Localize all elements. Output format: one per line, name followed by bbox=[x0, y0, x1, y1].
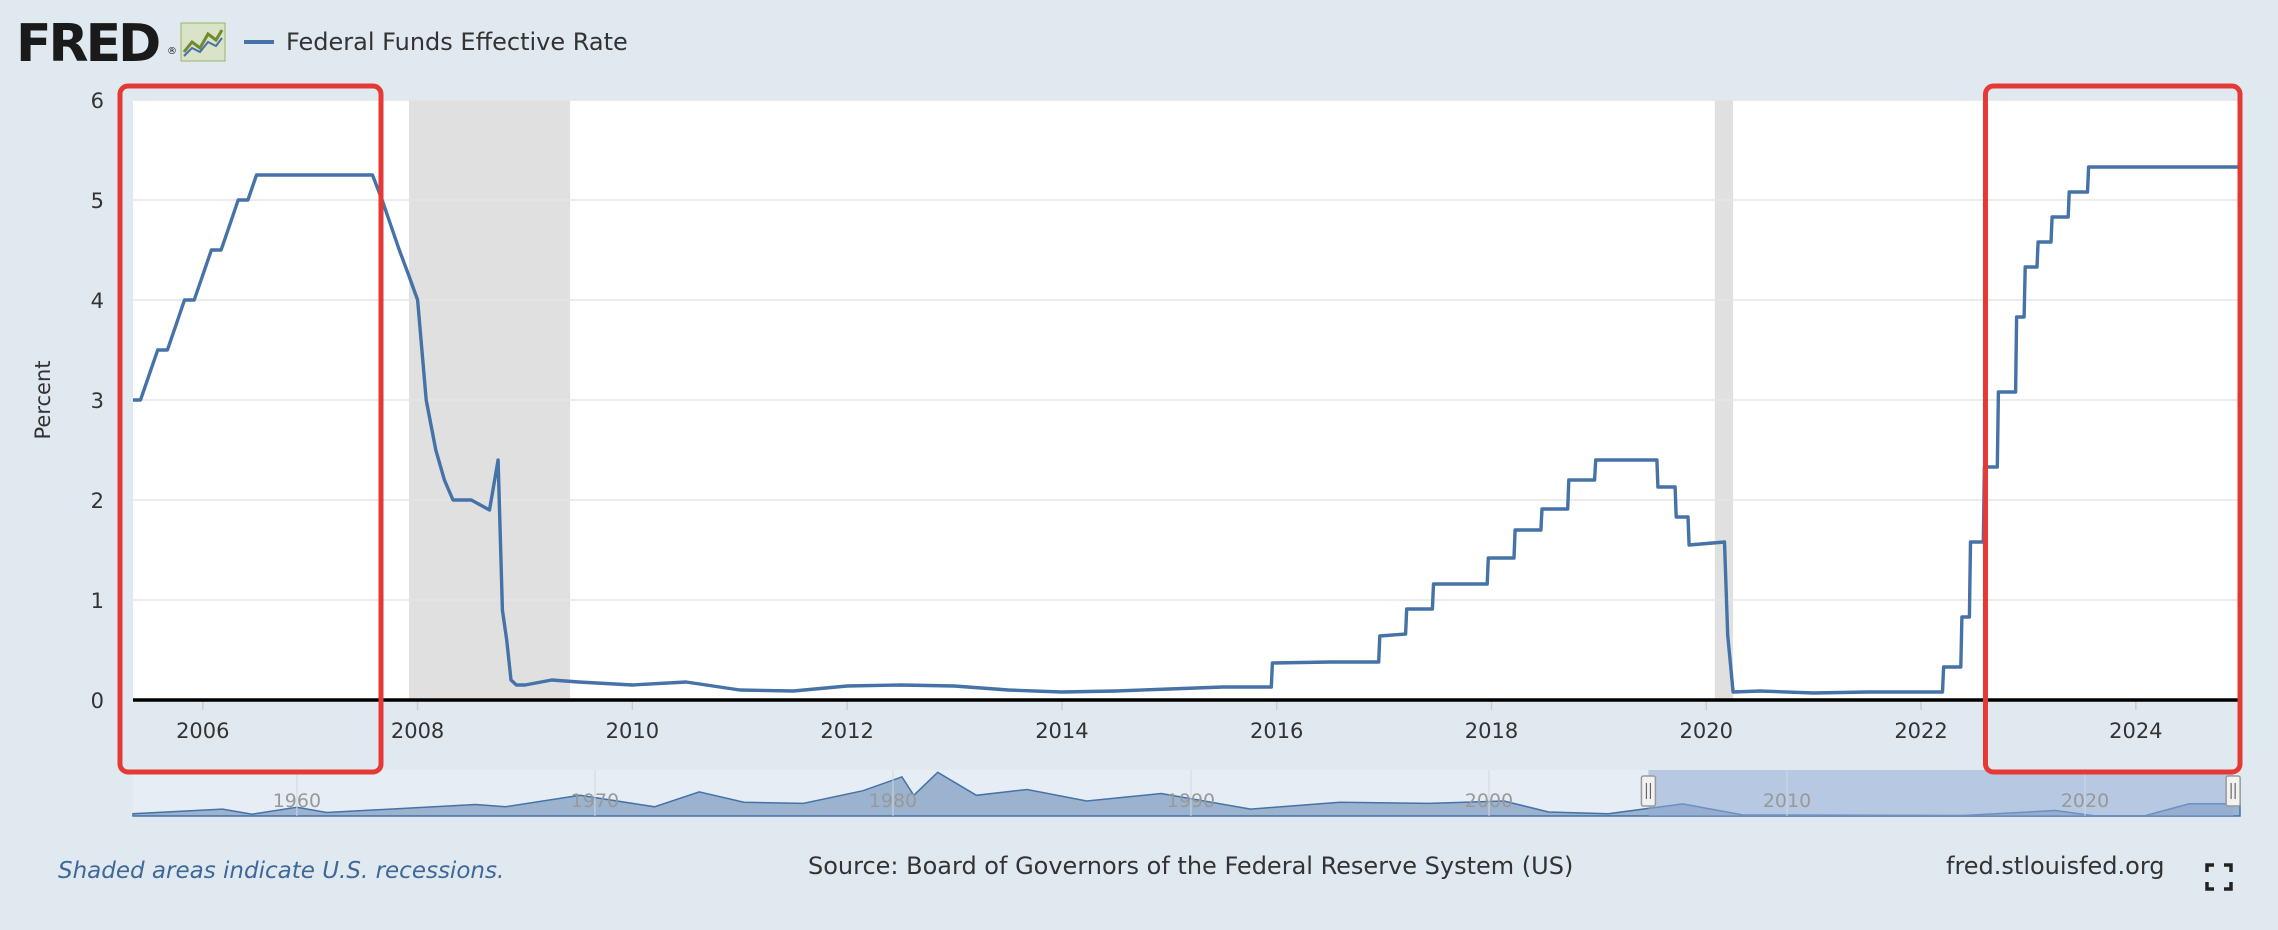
fred-logo-registered-mark: ® bbox=[167, 46, 177, 57]
highlight-box-1 bbox=[117, 83, 384, 775]
highlight-boxes bbox=[117, 83, 2243, 775]
x-tick-label-2010: 2010 bbox=[606, 719, 659, 743]
navigator-tick-label-1960: 1960 bbox=[273, 790, 321, 812]
navigator-selected-range[interactable] bbox=[1648, 770, 2234, 816]
highlight-box-2 bbox=[1982, 83, 2243, 775]
x-tick-label-2022: 2022 bbox=[1894, 719, 1947, 743]
x-tick-label-2014: 2014 bbox=[1035, 719, 1088, 743]
chart-header: FRED ® Federal Funds Effective Rate bbox=[0, 0, 2278, 80]
site-link[interactable]: fred.stlouisfed.org bbox=[1946, 852, 2165, 880]
gridlines bbox=[133, 99, 2240, 601]
fred-logo-graph-icon bbox=[180, 22, 226, 62]
navigator-tick-label-1970: 1970 bbox=[571, 790, 619, 812]
x-tick-label-2018: 2018 bbox=[1465, 719, 1518, 743]
navigator-tick-label-2020: 2020 bbox=[2061, 790, 2109, 812]
navigator-handle-grip[interactable] bbox=[1640, 775, 1657, 807]
legend[interactable]: Federal Funds Effective Rate bbox=[244, 24, 628, 60]
y-tick-label-4: 4 bbox=[91, 289, 104, 313]
y-tick-label-5: 5 bbox=[91, 189, 104, 213]
navigator-handle-left[interactable] bbox=[1640, 775, 1657, 807]
navigator-handle-right[interactable] bbox=[2225, 775, 2241, 807]
x-tick-label-2008: 2008 bbox=[391, 719, 444, 743]
x-tick-label-2020: 2020 bbox=[1680, 719, 1733, 743]
series-line-federal-funds-rate bbox=[133, 165, 2240, 695]
navigator-handle-grip[interactable] bbox=[2225, 775, 2241, 807]
x-tick-label-2012: 2012 bbox=[820, 719, 873, 743]
x-axis-ticks: 2006 2008 2010 2012 2014 2016 2018 2020 2022 2024 bbox=[176, 700, 2163, 743]
y-tick-label-2: 2 bbox=[91, 489, 104, 513]
range-navigator[interactable]: 1960 1970 1980 1990 2000 2010 2020 bbox=[132, 770, 2241, 817]
recession-note: Shaded areas indicate U.S. recessions. bbox=[58, 858, 505, 884]
y-tick-label-1: 1 bbox=[91, 589, 104, 613]
y-axis-label: Percent bbox=[31, 360, 55, 439]
source-text: Source: Board of Governors of the Federa… bbox=[808, 852, 1574, 880]
x-tick-label-2024: 2024 bbox=[2109, 719, 2162, 743]
y-axis-ticks: 0 1 2 3 4 5 6 bbox=[91, 89, 104, 713]
navigator-tick-label-2010: 2010 bbox=[1763, 790, 1811, 812]
navigator-tick-label-1980: 1980 bbox=[869, 790, 917, 812]
legend-label: Federal Funds Effective Rate bbox=[286, 28, 628, 56]
chart-svg[interactable]: 0 1 2 3 4 5 6 2006 2008 2010 2012 2014 2016 2018 2020… bbox=[0, 0, 2278, 840]
x-tick-label-2016: 2016 bbox=[1250, 719, 1303, 743]
fred-logo[interactable]: FRED bbox=[16, 14, 161, 74]
x-tick-label-2006: 2006 bbox=[176, 719, 229, 743]
y-tick-label-6: 6 bbox=[91, 89, 104, 113]
fullscreen-icon[interactable] bbox=[2204, 862, 2234, 892]
navigator-ticks: 1960 1970 1980 1990 2000 2010 2020 bbox=[273, 770, 2109, 816]
navigator-tick-label-1990: 1990 bbox=[1167, 790, 1215, 812]
y-tick-label-3: 3 bbox=[91, 389, 104, 413]
legend-swatch bbox=[244, 40, 274, 44]
navigator-tick-label-2000: 2000 bbox=[1465, 790, 1513, 812]
y-tick-label-0: 0 bbox=[91, 689, 104, 713]
